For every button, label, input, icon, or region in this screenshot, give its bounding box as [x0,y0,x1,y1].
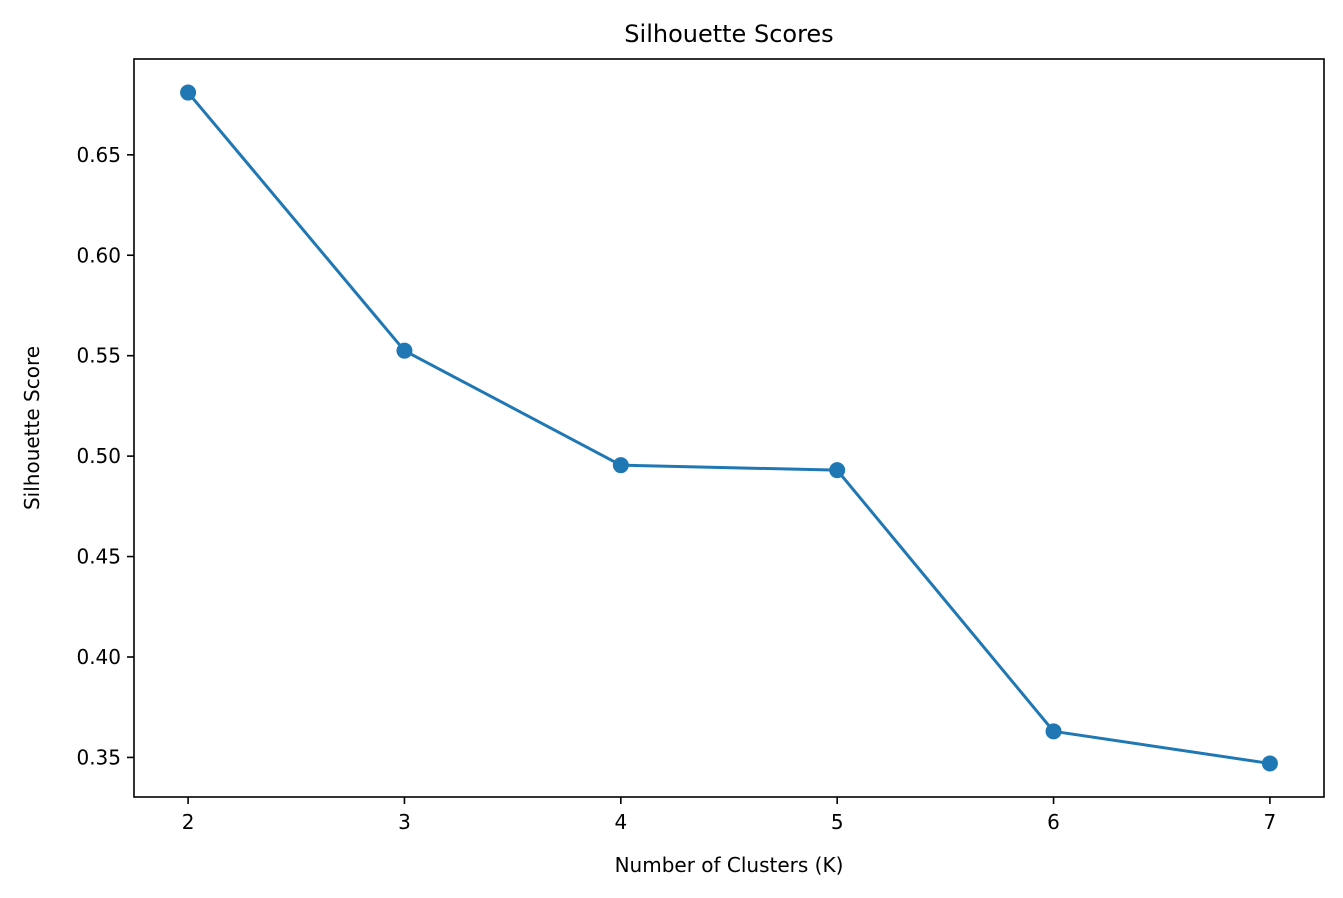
x-tick-label: 4 [614,810,627,834]
data-point [1261,755,1278,772]
plot-frame [133,58,1325,798]
x-axis-ticks: 2 3 4 5 6 7 [182,797,1277,834]
y-tick-label: 0.55 [76,344,121,368]
x-tick-label: 2 [182,810,195,834]
data-point [612,457,629,474]
series-line [186,91,1272,765]
data-point [1045,723,1062,740]
data-point [396,342,413,359]
chart-title: Silhouette Scores [624,20,833,48]
y-tick-label: 0.40 [76,645,121,669]
data-point [829,462,846,479]
data-point [180,84,197,101]
x-tick-label: 5 [831,810,844,834]
x-tick-label: 3 [398,810,411,834]
x-axis-title: Number of Clusters (K) [615,853,844,877]
x-tick-label: 6 [1047,810,1060,834]
y-tick-label: 0.45 [76,545,121,569]
y-tick-label: 0.35 [76,745,121,769]
x-tick-label: 7 [1264,810,1277,834]
y-axis-title: Silhouette Score [20,346,44,510]
y-tick-label: 0.65 [76,143,121,167]
plot-area [133,58,1325,798]
y-tick-label: 0.60 [76,243,121,267]
y-tick-label: 0.50 [76,444,121,468]
y-axis-ticks: 0.35 0.40 0.45 0.50 0.55 0.60 0.65 [76,143,134,769]
